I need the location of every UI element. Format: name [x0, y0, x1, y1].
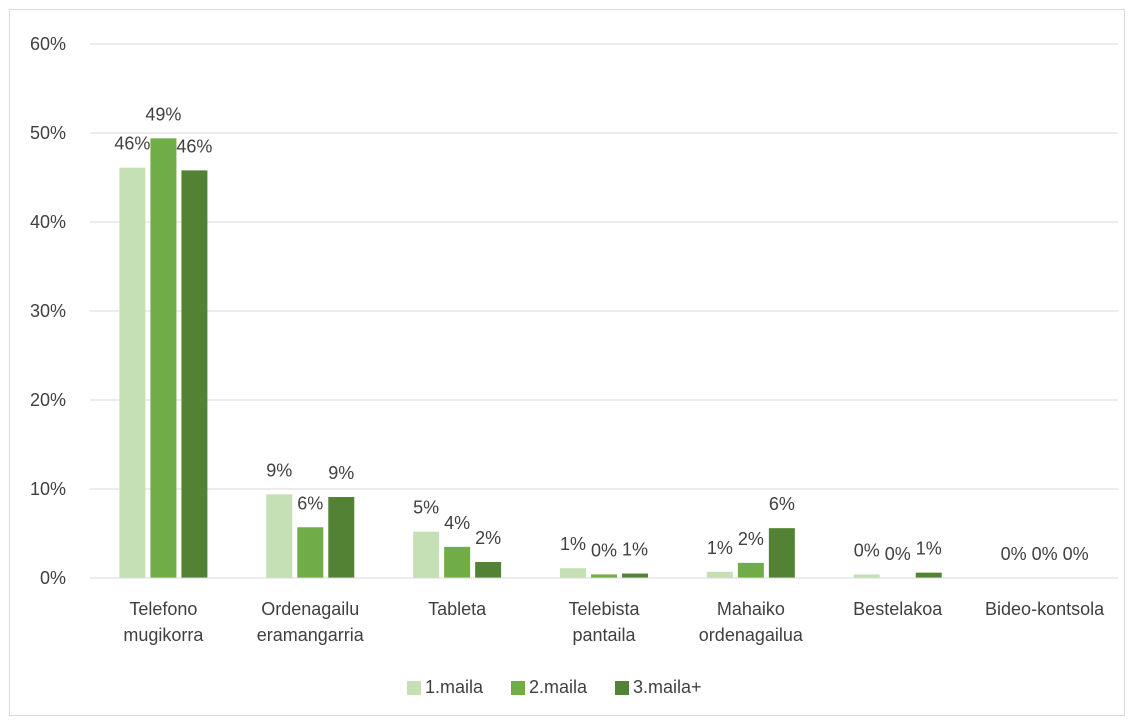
category-label: Tableta [428, 599, 487, 619]
legend-label: 2.maila [529, 677, 588, 697]
data-label: 9% [328, 463, 354, 483]
category-label: Ordenagailu [261, 599, 359, 619]
bar-2-maila [737, 562, 764, 578]
y-tick-label: 20% [30, 390, 66, 410]
bar-1-maila [706, 571, 733, 578]
bar-1-maila [560, 568, 586, 578]
data-label: 0% [885, 544, 911, 564]
bar-1-maila [266, 494, 293, 578]
data-label: 1% [707, 538, 733, 558]
bar-2-maila [297, 527, 324, 578]
data-labels: 46%49%46%9%6%9%5%4%2% 1% 0% 1% 1% 2%6%0% 0% 1% 0… [114, 104, 1088, 564]
bars [119, 138, 942, 578]
y-tick-label: 0% [40, 568, 66, 588]
category-label: Mahaiko [717, 599, 785, 619]
data-label: 9% [266, 460, 292, 480]
data-label: 46% [114, 134, 150, 154]
category-label: pantaila [572, 625, 636, 645]
category-labels: Telefono mugikorra Ordenagailu eramangarria… [123, 599, 1105, 645]
bar-3-maila- [475, 561, 502, 578]
y-axis-ticks: 0% 10% 20% 30% 40% 50% 60% [30, 34, 66, 588]
data-label: 0% [1032, 544, 1058, 564]
bar-1-maila [853, 574, 880, 578]
data-label: 46% [176, 136, 212, 156]
y-tick-label: 10% [30, 479, 66, 499]
bar-1-maila [119, 167, 146, 578]
data-label: 0% [591, 540, 617, 560]
gridlines [90, 43, 1118, 490]
legend-swatch [511, 681, 525, 695]
legend: 1.maila 2.maila 3.maila+ [407, 677, 702, 697]
y-tick-label: 60% [30, 34, 66, 54]
legend-label: 1.maila [425, 677, 484, 697]
data-label: 6% [769, 494, 795, 514]
data-label: 49% [145, 104, 181, 124]
bar-2-maila [444, 546, 471, 578]
data-label: 0% [854, 540, 880, 560]
y-tick-label: 30% [30, 301, 66, 321]
data-label: 6% [297, 493, 323, 513]
data-label: 0% [1001, 544, 1027, 564]
bar-1-maila [413, 531, 440, 578]
data-label: 1% [916, 539, 942, 559]
data-label: 4% [444, 513, 470, 533]
data-label: 1% [622, 540, 648, 560]
bar-3-maila- [622, 573, 648, 578]
data-label: 1% [560, 534, 586, 554]
bar-2-maila [150, 138, 177, 578]
category-label: Telefono [129, 599, 197, 619]
category-label: eramangarria [257, 625, 365, 645]
bar-3-maila- [181, 170, 208, 578]
legend-label: 3.maila+ [633, 677, 702, 697]
y-tick-label: 50% [30, 123, 66, 143]
category-label: Bestelakoa [853, 599, 943, 619]
data-label: 0% [1063, 544, 1089, 564]
bar-3-maila- [768, 528, 795, 578]
bar-3-maila- [915, 572, 942, 578]
bar-3-maila- [328, 497, 355, 578]
category-label: ordenagailua [699, 625, 804, 645]
category-label: mugikorra [123, 625, 204, 645]
y-tick-label: 40% [30, 212, 66, 232]
legend-swatch [615, 681, 629, 695]
data-label: 2% [475, 528, 501, 548]
category-label: Telebista [568, 599, 640, 619]
legend-swatch [407, 681, 421, 695]
data-label: 5% [413, 498, 439, 518]
category-label: Bideo-kontsola [985, 599, 1105, 619]
data-label: 2% [738, 529, 764, 549]
bar-2-maila [591, 574, 617, 578]
